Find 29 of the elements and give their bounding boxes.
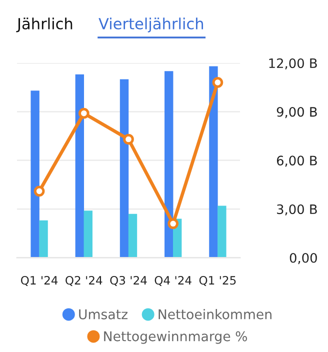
x-tick-label: Q3 '24 bbox=[110, 276, 147, 286]
bar bbox=[209, 66, 218, 258]
x-tick-label: Q1 '25 bbox=[199, 276, 236, 286]
bar bbox=[84, 210, 92, 258]
x-tick-label: Q1 '24 bbox=[20, 276, 58, 286]
y-tick-label: 3,00 B bbox=[277, 204, 317, 216]
y-tick-label: 12,00 B bbox=[269, 58, 317, 70]
text: Jährlich bbox=[16, 18, 72, 32]
point bbox=[34, 186, 45, 197]
point bbox=[123, 134, 134, 145]
x-tick-label: Q2 '24 bbox=[66, 276, 102, 286]
y-tick-label: 0,00 bbox=[290, 253, 317, 264]
point bbox=[168, 218, 179, 230]
legend-label: Nettoeinkommen bbox=[158, 309, 272, 320]
bar bbox=[75, 74, 84, 258]
y-tick-label: 6,00 B bbox=[276, 156, 317, 167]
text: Vierteljährlich bbox=[98, 18, 204, 32]
bar bbox=[39, 220, 48, 258]
point bbox=[212, 77, 224, 88]
bar bbox=[120, 79, 129, 258]
bar bbox=[128, 214, 138, 258]
legend-label: Nettogewinnmarge % bbox=[104, 331, 248, 344]
bar bbox=[164, 71, 174, 258]
y-tick-label: 9,00 B bbox=[276, 106, 317, 118]
bar bbox=[30, 90, 40, 258]
point bbox=[78, 108, 90, 119]
bar bbox=[218, 206, 226, 258]
legend-label: Umsatz bbox=[79, 309, 128, 320]
x-tick-label: Q4 '24 bbox=[154, 276, 192, 286]
